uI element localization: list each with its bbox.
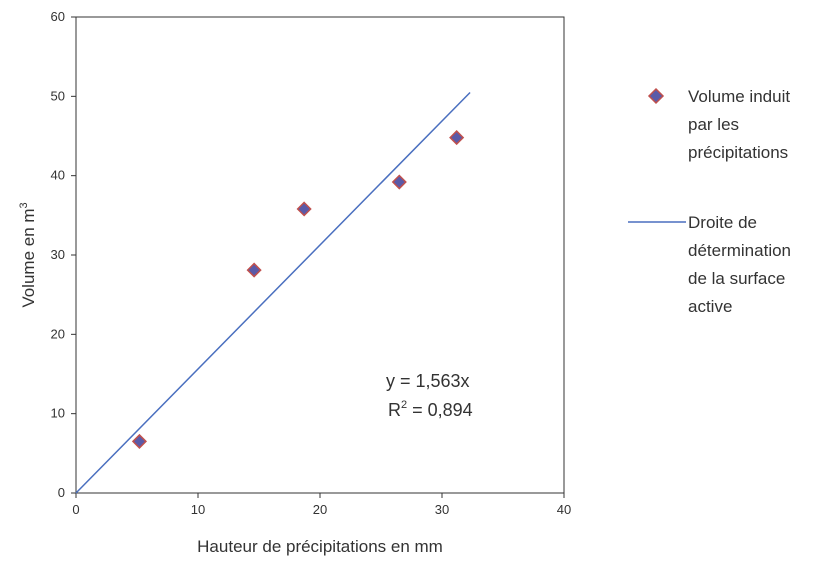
legend-label-line-line-3: de la surface <box>688 269 785 288</box>
y-tick-label: 30 <box>51 247 65 262</box>
legend-marker-diamond <box>647 87 665 105</box>
plot-area <box>75 16 565 494</box>
regression-line <box>75 91 471 494</box>
y-axis-title: Volume en m3 <box>18 202 38 307</box>
y-axis-title-superscript: 3 <box>18 202 30 208</box>
legend-label-line-line-1: Droite de <box>688 213 757 232</box>
legend-label-points-line-2: par les <box>688 115 739 134</box>
legend-label-points-line-1: Volume induit <box>688 87 790 106</box>
data-point <box>391 174 407 190</box>
legend-label-points-line-3: précipitations <box>688 143 788 162</box>
y-tick-label: 0 <box>58 485 65 500</box>
y-axis-title-text: Volume en m <box>19 208 38 307</box>
data-point <box>296 201 312 217</box>
plot-frame <box>75 16 565 494</box>
x-tick-label: 30 <box>435 502 449 517</box>
legend-label-points: Volume induit par les précipitations <box>688 87 795 162</box>
r-squared-prefix: R <box>388 400 401 420</box>
x-tick-label: 40 <box>557 502 571 517</box>
legend: Volume induit par les précipitations Dro… <box>628 87 796 316</box>
y-tick-label: 60 <box>51 9 65 24</box>
x-axis-title: Hauteur de précipitations en mm <box>197 537 443 556</box>
r-squared: R2 = 0,894 <box>388 399 473 420</box>
y-tick-label: 50 <box>51 88 65 103</box>
legend-label-line-line-2: détermination <box>688 241 791 260</box>
x-tick-label: 0 <box>72 502 79 517</box>
axis-ticks: 0 10 20 30 40 0 10 20 30 40 50 60 <box>51 9 572 517</box>
y-tick-label: 10 <box>51 406 65 421</box>
y-tick-label: 20 <box>51 326 65 341</box>
data-point <box>246 262 262 278</box>
r-squared-superscript: 2 <box>401 399 407 411</box>
data-point <box>131 433 148 449</box>
x-tick-label: 20 <box>313 502 327 517</box>
r-squared-value: = 0,894 <box>407 400 473 420</box>
regression-equation: y = 1,563x <box>386 371 470 391</box>
legend-label-line: Droite de détermination de la surface ac… <box>688 213 796 316</box>
data-point <box>449 130 465 146</box>
x-tick-label: 10 <box>191 502 205 517</box>
legend-label-line-line-4: active <box>688 297 732 316</box>
series-layer <box>75 91 471 494</box>
y-tick-label: 40 <box>51 168 65 183</box>
